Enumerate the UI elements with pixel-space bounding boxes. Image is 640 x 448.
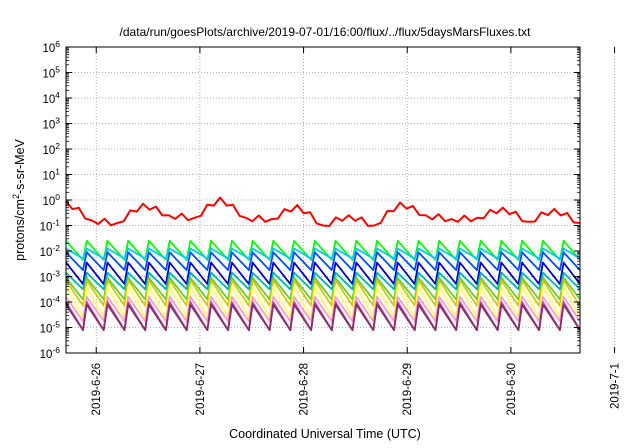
grid xyxy=(66,47,615,353)
series-line xyxy=(65,196,581,227)
series-line xyxy=(65,295,581,323)
y-tick-label: 106 xyxy=(42,39,60,55)
y-tick-label: 10-6 xyxy=(40,345,61,361)
y-tick-label: 10-2 xyxy=(40,243,61,259)
x-tick-label: 2019-6-27 xyxy=(195,363,207,415)
series-line xyxy=(65,251,581,272)
y-axis-ticks: 10-6 10-5 10-4 10-3 10-2 10-1 100 101 102 103 104 1… xyxy=(40,39,580,361)
y-tick-label: 103 xyxy=(42,116,60,132)
y-tick-label: 104 xyxy=(42,90,60,106)
y-tick-label: 10-5 xyxy=(40,320,61,336)
x-tick-label: 2019-6-29 xyxy=(402,363,414,415)
x-tick-label: 2019-6-30 xyxy=(506,363,518,415)
series-line xyxy=(65,285,581,319)
y-tick-label: 10-3 xyxy=(40,269,61,285)
series-line xyxy=(65,276,581,301)
series-line xyxy=(65,303,581,332)
series-line xyxy=(65,261,581,286)
y-tick-label: 100 xyxy=(42,192,60,208)
series-line xyxy=(65,271,581,291)
y-tick-label: 10-1 xyxy=(40,218,61,234)
x-tick-label: 2019-6-28 xyxy=(299,363,311,415)
y-tick-label: 102 xyxy=(42,141,60,157)
x-axis-label: Coordinated Universal Time (UTC) xyxy=(229,427,421,441)
chart-title: /data/run/goesPlots/archive/2019-07-01/1… xyxy=(120,25,532,39)
series-group xyxy=(65,196,581,332)
x-tick-label: 2019-7-1 xyxy=(610,363,622,409)
x-tick-label: 2019-6-26 xyxy=(91,363,103,415)
y-tick-label: 105 xyxy=(42,65,60,81)
y-tick-label: 10-4 xyxy=(40,294,61,310)
series-line xyxy=(65,247,581,260)
y-tick-label: 101 xyxy=(42,167,60,183)
series-line xyxy=(65,279,581,307)
y-axis-label: protons/cm2-s-sr-MeV xyxy=(11,138,27,260)
x-axis-ticks: 2019-6-26 2019-6-27 2019-6-28 2019-6-29 2019… xyxy=(91,47,622,415)
